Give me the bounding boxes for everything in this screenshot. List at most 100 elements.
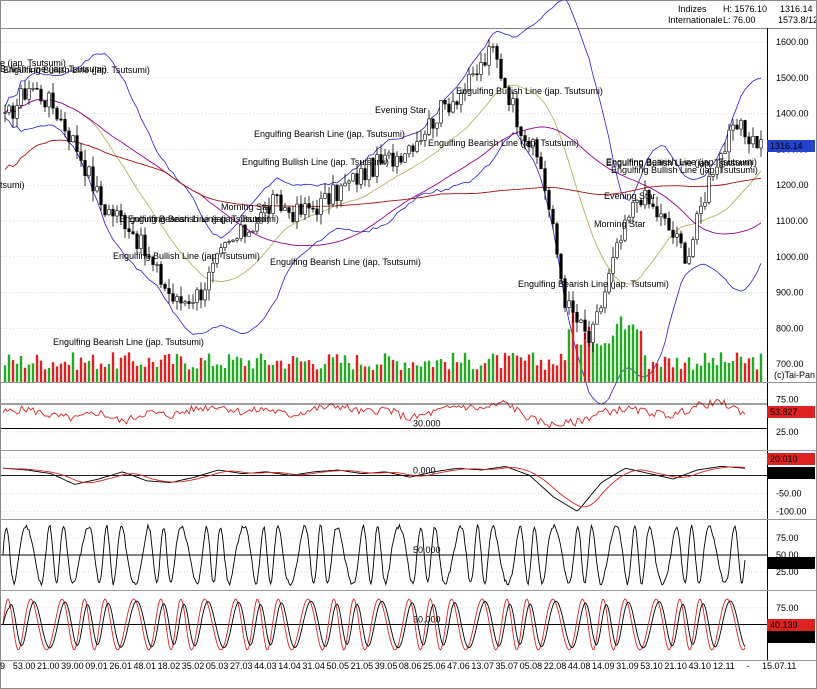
oscillator-1-last-value-label: 53.827	[770, 407, 798, 417]
candle-body	[671, 229, 675, 238]
volume-bar	[283, 368, 287, 382]
volume-bar	[375, 364, 379, 382]
candle-body	[135, 233, 139, 249]
candle-body	[715, 166, 719, 175]
volume-bar	[71, 352, 75, 382]
volume-bar	[675, 357, 679, 382]
price-tick-label: 1400.00	[776, 109, 809, 119]
volume-bar	[519, 357, 523, 382]
volume-bar	[651, 361, 655, 382]
volume-bar	[623, 329, 627, 382]
volume-bar	[595, 343, 599, 382]
pattern-annotation: Morning Star	[594, 219, 646, 229]
volume-bar	[503, 352, 507, 382]
x-axis-label: 44.08	[568, 661, 591, 671]
volume-bar	[155, 366, 159, 382]
candle-body	[27, 88, 31, 100]
candle-body	[491, 46, 495, 48]
x-axis-label: 27.03	[230, 661, 253, 671]
candle-body	[339, 185, 343, 201]
volume-bar	[667, 358, 671, 382]
volume-bar	[327, 354, 331, 382]
volume-bar	[235, 356, 239, 382]
candle-body	[747, 136, 751, 145]
pattern-annotation: Engulfing Bullish Line (jap. Tsutsumi)	[456, 86, 603, 96]
volume-bar	[711, 357, 715, 382]
volume-bar	[719, 352, 723, 382]
volume-bar	[267, 364, 271, 382]
candle-body	[599, 307, 603, 313]
volume-bar	[371, 369, 375, 382]
candle-body	[455, 101, 459, 105]
x-axis-label: 08.06	[399, 661, 422, 671]
candle-body	[99, 186, 103, 206]
volume-bar	[491, 353, 495, 382]
volume-bar	[459, 362, 463, 382]
pattern-annotation: Engulfing Bullish Line (jap. Tsutsumi)	[606, 158, 753, 168]
volume-bar	[543, 369, 547, 382]
candle-body	[707, 176, 711, 203]
price-last-value-label-box	[767, 140, 815, 152]
candle-body	[571, 300, 575, 313]
volume-bar	[143, 366, 147, 382]
x-axis-label: 53.10	[640, 661, 663, 671]
volume-bar	[331, 357, 335, 382]
volume-bar	[139, 364, 143, 382]
candle-body	[539, 156, 543, 169]
volume-bar	[291, 356, 295, 382]
candle-body	[51, 92, 55, 109]
candle-body	[403, 153, 407, 163]
candle-body	[495, 46, 499, 60]
volume-bar	[439, 359, 443, 382]
volume-bar	[535, 365, 539, 382]
volume-bar	[507, 355, 511, 382]
volume-bar	[735, 352, 739, 382]
candle-body	[743, 120, 747, 138]
volume-bar	[95, 369, 99, 382]
candle-body	[279, 194, 283, 211]
candle-body	[611, 257, 615, 274]
candle-body	[243, 224, 247, 237]
volume-bar	[259, 353, 263, 382]
volume-bar	[627, 325, 631, 382]
volume-bar	[23, 367, 27, 382]
candle-body	[511, 98, 515, 106]
candle-body	[399, 155, 403, 163]
candle-body	[91, 166, 95, 192]
pattern-annotation: Engulfing Bearish Line (jap. Tsutsumi)	[53, 337, 204, 347]
volume-bar	[715, 365, 719, 382]
last-price-label: 1316.14	[780, 4, 813, 14]
volume-bar	[215, 364, 219, 382]
pattern-annotation: Morning Star	[221, 202, 273, 212]
candle-body	[459, 92, 463, 105]
oscillator-4-series-line-0	[2, 598, 746, 651]
candle-body	[375, 154, 379, 177]
volume-bar	[175, 353, 179, 382]
volume-bar	[407, 368, 411, 382]
candle-body	[231, 239, 235, 242]
volume-bar	[471, 369, 475, 382]
volume-bar	[707, 362, 711, 382]
candle-body	[395, 155, 399, 167]
volume-bar	[739, 356, 743, 382]
volume-bar	[103, 366, 107, 382]
x-axis-label: 35.07	[495, 661, 518, 671]
volume-bar	[67, 364, 71, 382]
volume-bar	[479, 365, 483, 382]
x-axis-label: 31.04	[302, 661, 325, 671]
candle-body	[679, 233, 683, 244]
volume-bar	[611, 335, 615, 382]
volume-bar	[647, 368, 651, 382]
candle-body	[479, 62, 483, 75]
volume-bar	[455, 362, 459, 382]
high-label: H: 1576.10	[723, 4, 768, 14]
volume-bar	[699, 365, 703, 382]
volume-bar	[467, 359, 471, 382]
volume-bar	[199, 357, 203, 382]
candle-body	[507, 87, 511, 106]
candle-body	[499, 58, 503, 79]
candle-body	[411, 145, 415, 152]
oscillator-1-reference-label: 30.000	[413, 419, 441, 429]
candle-body	[47, 92, 51, 108]
oscillator-3-tick-label: 75.00	[776, 533, 799, 543]
